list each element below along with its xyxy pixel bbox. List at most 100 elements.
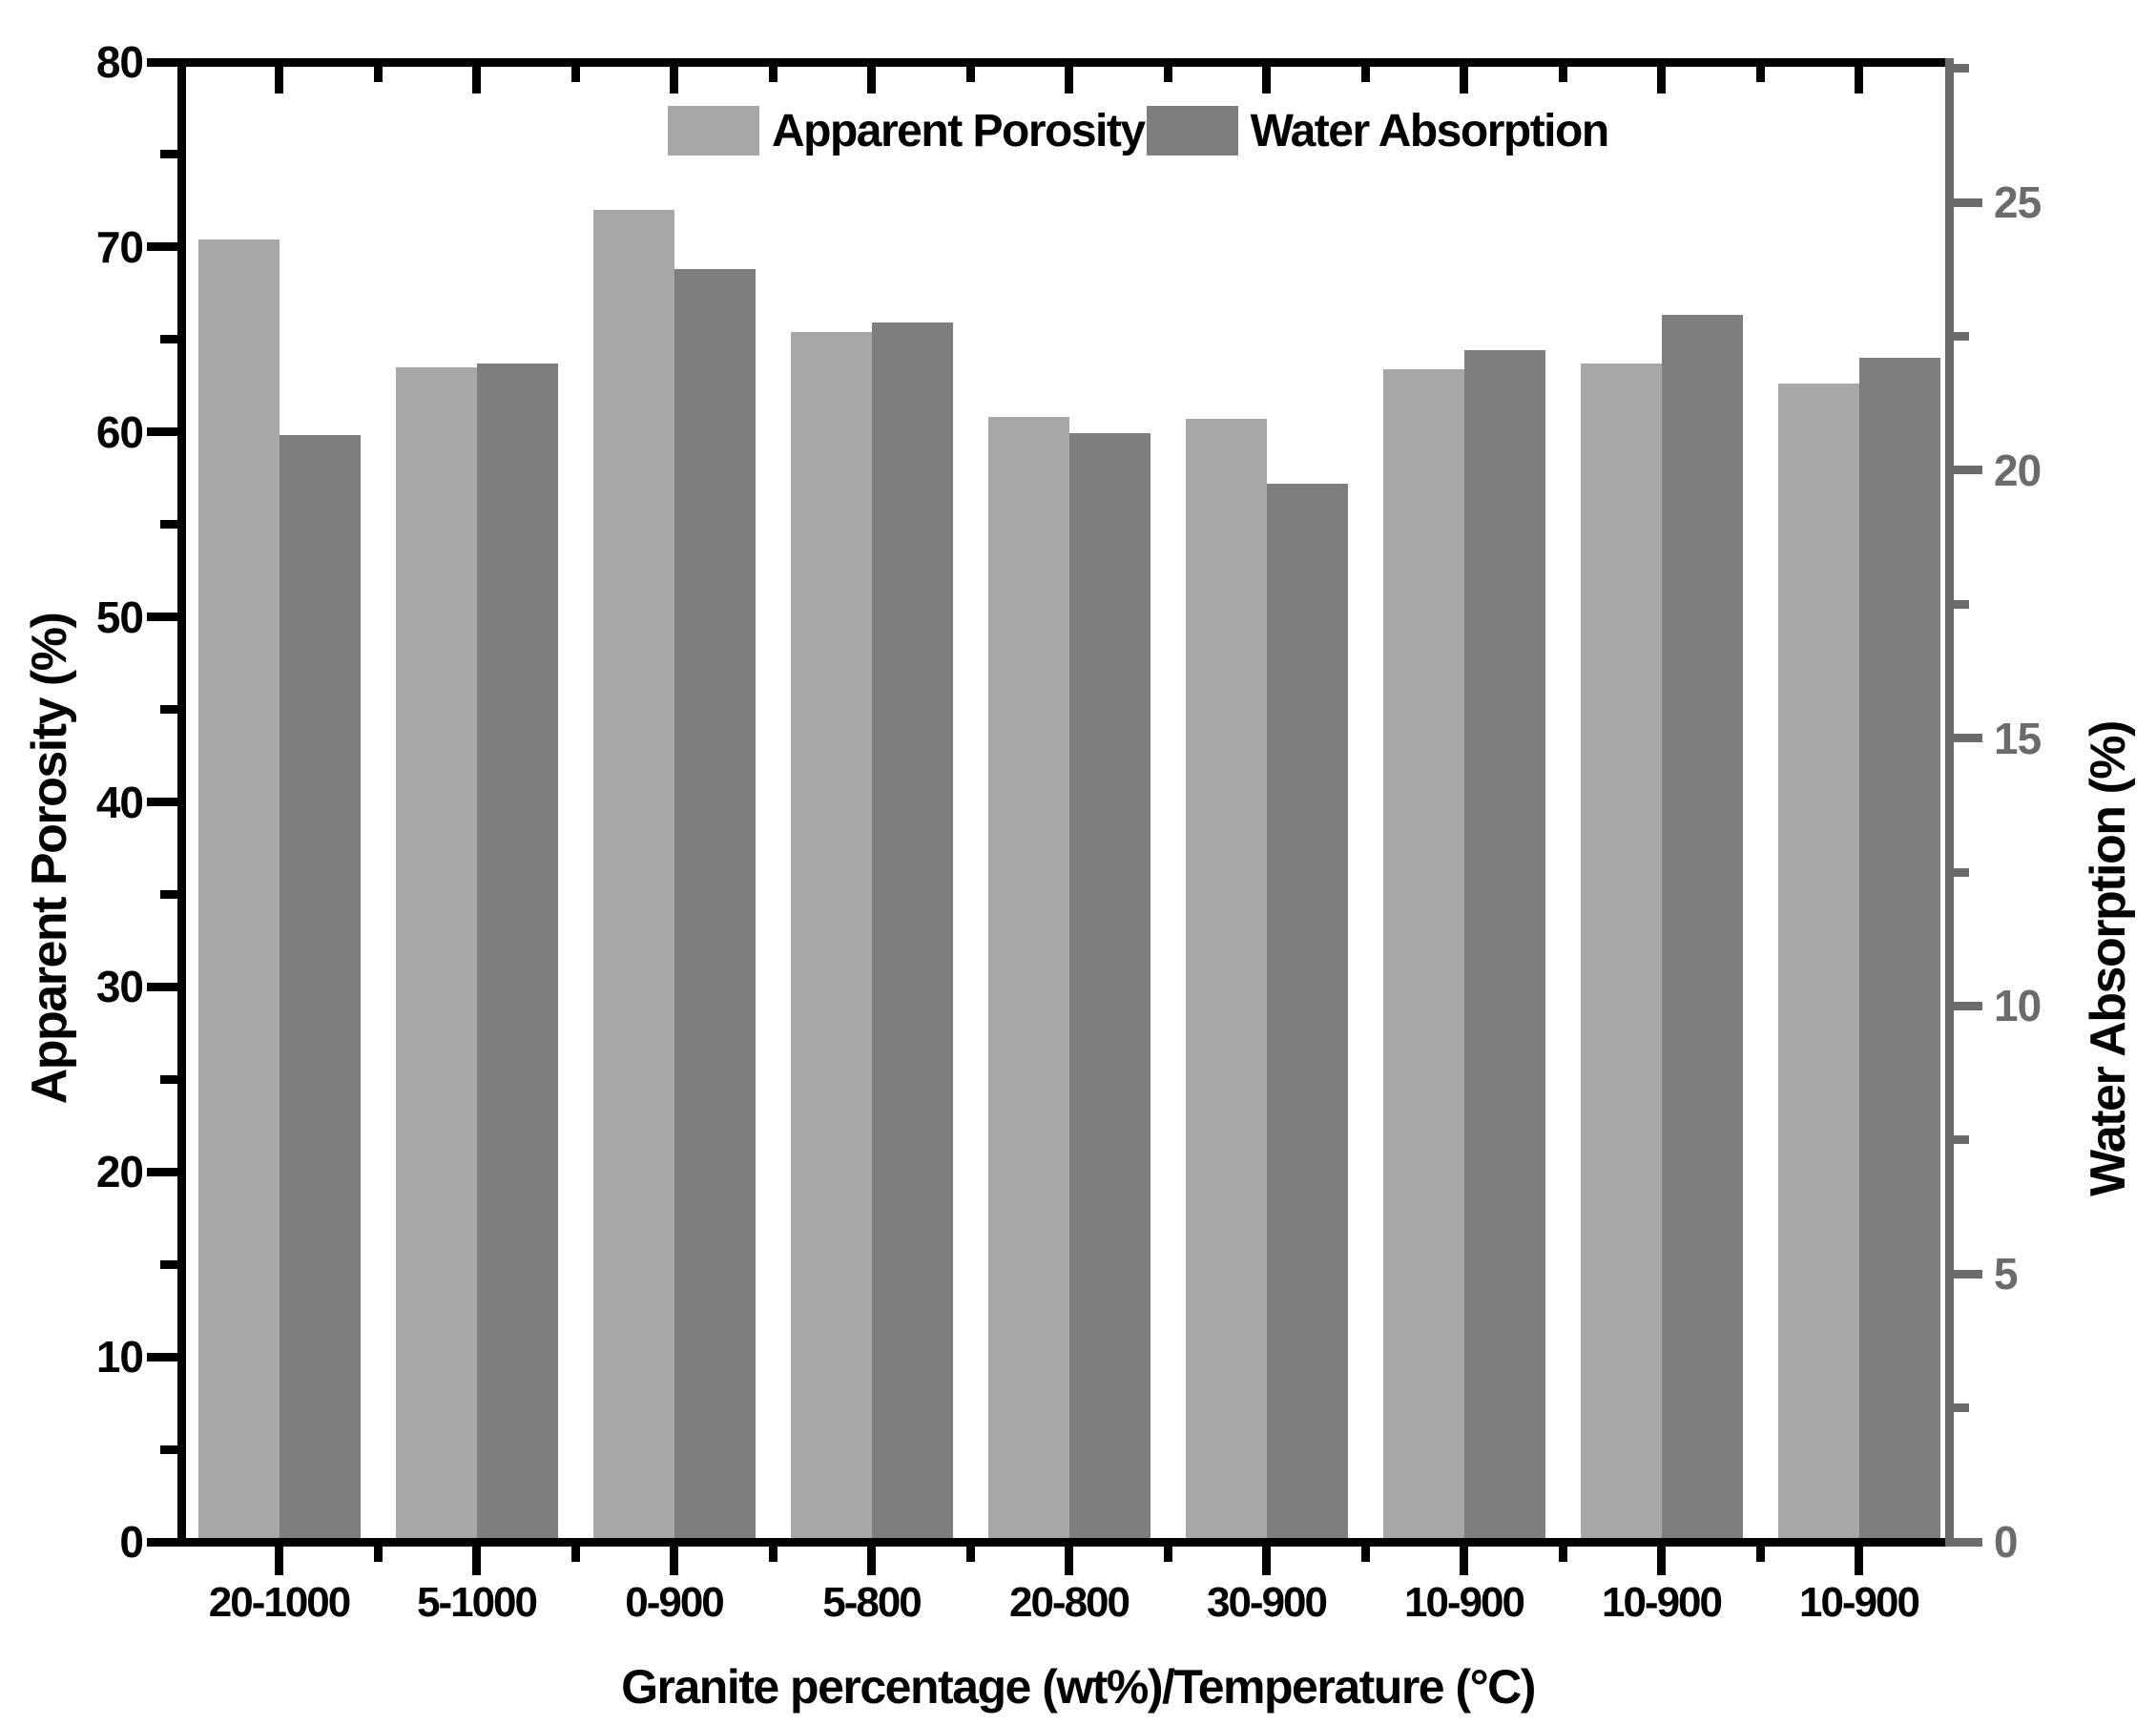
left-axis-minor-tick	[159, 1074, 177, 1084]
bar-water-absorption-3	[871, 322, 953, 1542]
left-axis-major-tick	[146, 427, 177, 437]
top-axis-minor-tick	[965, 66, 975, 82]
x-axis-minor-tick	[1755, 1546, 1765, 1562]
left-axis-minor-tick	[159, 705, 177, 715]
left-axis-minor-tick	[159, 889, 177, 899]
right-axis-minor-tick	[1953, 1135, 1969, 1145]
left-axis-tick-label: 10	[95, 1332, 144, 1382]
legend-label-water-absorption: Water Absorption	[1250, 105, 1610, 156]
right-axis-line	[1944, 57, 1954, 1547]
legend: Apparent Porosity Water Absorption	[668, 99, 1610, 162]
top-axis-minor-tick	[373, 66, 383, 82]
right-axis-tick-label: 25	[1994, 177, 2042, 228]
left-axis-minor-tick	[159, 1444, 177, 1454]
x-axis-minor-tick	[373, 1546, 383, 1562]
right-axis-tick-label: 20	[1994, 445, 2042, 495]
x-axis-major-tick	[1855, 1546, 1863, 1575]
x-category-label: 5-800	[822, 1579, 923, 1626]
right-axis-tick-label: 5	[1994, 1249, 2019, 1299]
bar-water-absorption-6	[1463, 349, 1545, 1542]
x-axis-title: Granite percentage (wt%)/Temperature (°C…	[621, 1660, 1536, 1714]
x-axis-minor-tick	[965, 1546, 975, 1562]
top-axis-major-tick	[1855, 66, 1863, 94]
x-axis-major-tick	[1262, 1546, 1271, 1575]
top-axis-minor-tick	[1360, 66, 1370, 82]
right-axis-minor-tick	[1953, 332, 1969, 341]
bar-apparent-porosity-5	[1185, 419, 1267, 1542]
right-axis-major-tick	[1953, 1269, 1982, 1278]
left-axis-minor-tick	[159, 335, 177, 344]
right-axis-minor-tick	[1953, 867, 1969, 877]
x-axis-major-tick	[1460, 1546, 1468, 1575]
left-axis-tick-label: 80	[95, 37, 144, 87]
right-axis-major-tick	[1953, 734, 1982, 743]
bar-water-absorption-4	[1068, 432, 1151, 1542]
x-axis-minor-tick	[570, 1546, 580, 1562]
x-category-label: 5-1000	[416, 1579, 538, 1626]
left-axis-major-tick	[146, 982, 177, 991]
right-axis-major-tick	[1953, 197, 1982, 207]
right-axis-minor-tick	[1953, 1403, 1969, 1413]
x-axis-major-tick	[867, 1546, 876, 1575]
top-axis-minor-tick	[570, 66, 580, 82]
x-category-label: 30-900	[1206, 1579, 1328, 1626]
right-axis-major-tick	[1953, 466, 1982, 475]
legend-label-apparent-porosity: Apparent Porosity	[772, 105, 1146, 156]
bar-apparent-porosity-2	[592, 210, 674, 1542]
left-axis-tick-label: 0	[119, 1517, 144, 1567]
left-axis-line	[176, 57, 186, 1547]
bar-water-absorption-2	[674, 269, 756, 1542]
x-axis-minor-tick	[768, 1546, 777, 1562]
top-axis-major-tick	[472, 66, 481, 94]
top-axis-line	[176, 57, 1954, 67]
left-axis-major-tick	[146, 57, 177, 67]
top-axis-minor-tick	[1558, 66, 1567, 82]
bar-water-absorption-1	[476, 363, 558, 1542]
left-axis-tick-label: 60	[95, 406, 144, 457]
x-category-label: 20-1000	[208, 1579, 351, 1626]
left-axis-minor-tick	[159, 1259, 177, 1269]
left-axis-minor-tick	[159, 520, 177, 530]
right-axis-minor-tick	[1953, 599, 1969, 609]
left-axis-major-tick	[146, 1537, 177, 1547]
x-category-label: 0-900	[625, 1579, 725, 1626]
bar-water-absorption-8	[1858, 357, 1940, 1542]
x-axis-minor-tick	[1360, 1546, 1370, 1562]
x-axis-minor-tick	[1558, 1546, 1567, 1562]
left-axis-minor-tick	[159, 150, 177, 159]
left-axis-tick-label: 20	[95, 1147, 144, 1197]
x-axis-line	[176, 1537, 1954, 1547]
bar-apparent-porosity-1	[395, 366, 477, 1542]
left-axis-major-tick	[146, 798, 177, 806]
x-axis-minor-tick	[1163, 1546, 1172, 1562]
left-axis-tick-label: 70	[95, 221, 144, 272]
right-axis-tick-label: 10	[1994, 981, 2042, 1031]
bar-water-absorption-5	[1266, 483, 1348, 1542]
bar-water-absorption-7	[1661, 315, 1743, 1542]
bar-water-absorption-0	[279, 435, 361, 1542]
bar-apparent-porosity-0	[197, 239, 280, 1542]
top-axis-major-tick	[1065, 66, 1073, 94]
right-axis-tick-label: 15	[1994, 713, 2042, 763]
left-axis-major-tick	[146, 1167, 177, 1176]
left-axis-major-tick	[146, 613, 177, 622]
x-axis-major-tick	[1657, 1546, 1666, 1575]
top-axis-major-tick	[1460, 66, 1468, 94]
right-axis-major-tick	[1953, 1537, 1982, 1547]
legend-swatch-water-absorption	[1146, 106, 1238, 156]
bar-apparent-porosity-3	[790, 332, 872, 1542]
bar-apparent-porosity-7	[1580, 364, 1662, 1542]
x-axis-major-tick	[1065, 1546, 1073, 1575]
legend-swatch-apparent-porosity	[668, 106, 759, 156]
bar-apparent-porosity-4	[987, 417, 1069, 1542]
x-axis-major-tick	[275, 1546, 283, 1575]
left-axis-title: Apparent Porosity (%)	[22, 613, 77, 1105]
bar-apparent-porosity-6	[1382, 368, 1464, 1542]
top-axis-major-tick	[1657, 66, 1666, 94]
x-axis-major-tick	[472, 1546, 481, 1575]
left-axis-major-tick	[146, 1352, 177, 1361]
x-category-label: 20-800	[1008, 1579, 1130, 1626]
left-axis-major-tick	[146, 242, 177, 252]
top-axis-major-tick	[1262, 66, 1271, 94]
